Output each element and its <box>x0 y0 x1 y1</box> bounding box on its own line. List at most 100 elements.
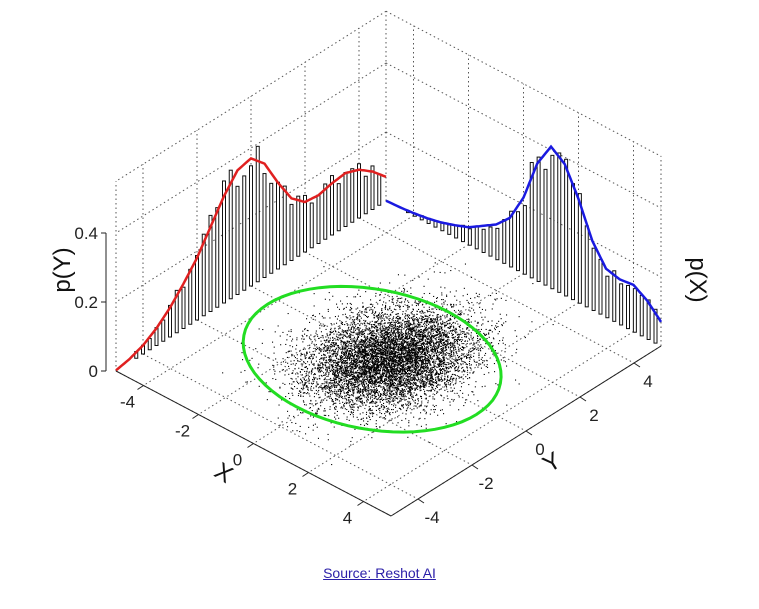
scatter-point <box>380 336 382 338</box>
scatter-point <box>434 369 436 371</box>
scatter-point <box>343 406 345 408</box>
scatter-point <box>297 373 299 375</box>
scatter-point <box>374 322 376 324</box>
scatter-point <box>365 381 367 383</box>
scatter-point <box>348 400 350 402</box>
floor-grid-line <box>363 331 634 502</box>
scatter-point <box>496 322 498 324</box>
scatter-point <box>450 377 452 379</box>
scatter-point <box>320 362 322 364</box>
scatter-point <box>395 369 397 371</box>
scatter-point <box>456 343 458 345</box>
scatter-point <box>400 381 402 383</box>
scatter-point <box>392 342 394 344</box>
scatter-point <box>389 351 391 353</box>
scatter-point <box>352 370 354 372</box>
scatter-point <box>408 356 410 358</box>
scatter-point <box>333 403 335 405</box>
scatter-point <box>411 361 413 363</box>
scatter-point <box>437 391 439 393</box>
scatter-point <box>360 343 362 345</box>
scatter-point <box>355 296 357 298</box>
scatter-point <box>447 368 449 370</box>
scatter-point <box>471 302 473 304</box>
scatter-point <box>386 333 388 335</box>
scatter-point <box>303 379 305 381</box>
scatter-point <box>401 376 403 378</box>
scatter-point <box>489 329 491 331</box>
scatter-point <box>350 371 352 373</box>
scatter-point <box>441 351 443 353</box>
scatter-point <box>403 369 405 371</box>
scatter-point <box>349 324 351 326</box>
scatter-point <box>325 336 327 338</box>
scatter-point <box>377 342 379 344</box>
scatter-point <box>462 366 464 368</box>
scatter-point <box>384 354 386 356</box>
scatter-point <box>425 359 427 361</box>
scatter-point <box>347 373 349 375</box>
scatter-point <box>364 339 366 341</box>
scatter-point <box>425 352 427 354</box>
scatter-point <box>323 266 325 268</box>
scatter-point <box>341 352 343 354</box>
scatter-point <box>322 362 324 364</box>
scatter-point <box>324 350 326 352</box>
scatter-point <box>347 359 349 361</box>
scatter-point <box>406 362 408 364</box>
scatter-point <box>415 361 417 363</box>
scatter-point <box>425 369 427 371</box>
scatter-point <box>329 397 331 399</box>
scatter-point <box>354 378 356 380</box>
scatter-point <box>408 361 410 363</box>
scatter-point <box>349 350 351 352</box>
scatter-point <box>401 385 403 387</box>
scatter-point <box>356 392 358 394</box>
scatter-point <box>418 349 420 351</box>
scatter-point <box>421 332 423 334</box>
scatter-point <box>420 396 422 398</box>
scatter-point <box>380 377 382 379</box>
scatter-point <box>370 392 372 394</box>
scatter-point <box>403 328 405 330</box>
scatter-point <box>410 293 412 295</box>
scatter-point <box>407 345 409 347</box>
scatter-point <box>408 359 410 361</box>
scatter-point <box>384 367 386 369</box>
scatter-point <box>342 348 344 350</box>
scatter-point <box>446 339 448 341</box>
scatter-point <box>468 333 470 335</box>
box-edge <box>115 10 387 182</box>
scatter-point <box>479 338 481 340</box>
scatter-point <box>378 355 380 357</box>
scatter-point <box>374 344 376 346</box>
scatter-point <box>461 367 463 369</box>
scatter-point <box>361 312 363 314</box>
scatter-point <box>420 404 422 406</box>
scatter-point <box>373 358 375 360</box>
scatter-point <box>355 379 357 381</box>
scatter-point <box>300 368 302 370</box>
scatter-point <box>369 374 371 376</box>
scatter-point <box>407 327 409 329</box>
scatter-point <box>403 370 405 372</box>
scatter-point <box>451 362 453 364</box>
scatter-point <box>361 360 363 362</box>
scatter-point <box>446 335 448 337</box>
scatter-point <box>364 321 366 323</box>
scatter-point <box>389 370 391 372</box>
scatter-point <box>452 336 454 338</box>
scatter-point <box>447 358 449 360</box>
scatter-point <box>317 363 319 365</box>
scatter-point <box>370 413 372 415</box>
scatter-point <box>387 407 389 409</box>
scatter-point <box>431 373 433 375</box>
scatter-point <box>332 364 334 366</box>
scatter-point <box>293 415 295 417</box>
scatter-point <box>437 320 439 322</box>
scatter-point <box>386 371 388 373</box>
scatter-point <box>431 357 433 359</box>
scatter-point <box>308 380 310 382</box>
scatter-point <box>408 353 410 355</box>
scatter-point <box>396 372 398 374</box>
